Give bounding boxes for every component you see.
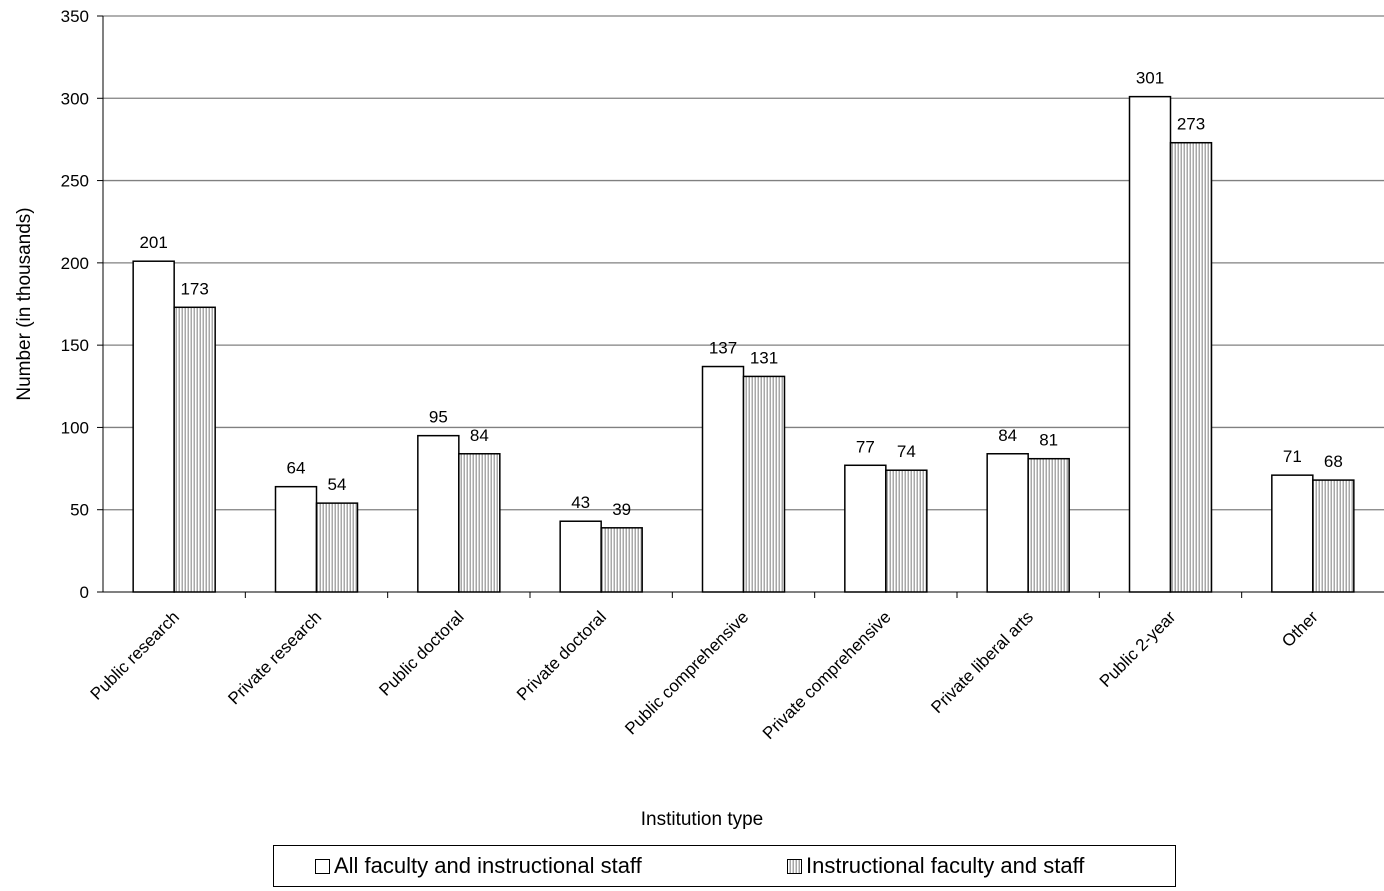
y-tick-label: 50: [70, 501, 89, 520]
x-tick-label: Private research: [224, 607, 325, 708]
data-label: 95: [429, 408, 448, 427]
data-label: 81: [1039, 431, 1058, 450]
data-label: 131: [750, 348, 778, 367]
legend-item-all-faculty: All faculty and instructional staff: [315, 846, 642, 886]
bar-instructional-faculty: [173, 306, 216, 593]
data-label: 71: [1283, 447, 1302, 466]
bar-all-faculty: [417, 434, 460, 593]
bar-all-faculty: [1271, 474, 1314, 593]
data-label: 77: [856, 437, 875, 456]
x-tick-label: Private liberal arts: [927, 607, 1037, 717]
x-axis-title: Institution type: [641, 809, 764, 830]
y-tick-label: 350: [61, 7, 89, 26]
data-label: 43: [571, 493, 590, 512]
bar-all-faculty: [274, 485, 318, 593]
data-label: 74: [897, 442, 916, 461]
gridlines: [103, 15, 1384, 511]
y-tick-label: 0: [80, 583, 89, 602]
data-labels: 201 173 64 54 95 84 43 39 137 131 77 74 84 81 301 273 71…: [139, 69, 1342, 519]
legend-label: Instructional faculty and staff: [806, 853, 1085, 878]
data-label: 137: [709, 339, 737, 358]
y-tick-label: 100: [61, 418, 89, 437]
chart-legend: All faculty and instructional staff Inst…: [273, 845, 1176, 887]
x-axis-ticks: Public research Private research Public do…: [87, 592, 1322, 743]
bar-instructional-faculty: [1312, 479, 1355, 593]
x-tick-label: Private comprehensive: [759, 607, 895, 743]
data-label: 39: [612, 500, 631, 519]
y-tick-label: 150: [61, 336, 89, 355]
data-label: 201: [139, 233, 167, 252]
data-label: 54: [328, 475, 347, 494]
y-tick-label: 250: [61, 172, 89, 191]
legend-label: All faculty and instructional staff: [334, 853, 642, 878]
x-tick-label: Public doctoral: [375, 607, 467, 699]
bar-all-faculty: [844, 464, 887, 593]
data-label: 64: [287, 459, 306, 478]
x-tick-label: Public comprehensive: [621, 607, 752, 738]
bar-instructional-faculty: [1169, 141, 1213, 593]
y-tick-label: 200: [61, 254, 89, 273]
legend-item-instructional-faculty: Instructional faculty and staff: [787, 846, 1084, 886]
legend-swatch-striped: [787, 859, 802, 874]
bar-all-faculty: [986, 453, 1029, 593]
bar-instructional-faculty: [315, 502, 359, 593]
bar-instructional-faculty: [600, 527, 643, 593]
bar-instructional-faculty: [1027, 457, 1070, 593]
data-label: 84: [998, 426, 1017, 445]
bar-instructional-faculty: [742, 375, 786, 593]
bar-instructional-faculty: [885, 469, 928, 593]
bar-all-faculty: [559, 520, 602, 593]
data-label: 68: [1324, 452, 1343, 471]
y-tick-label: 300: [61, 89, 89, 108]
data-label: 84: [470, 426, 489, 445]
data-label: 173: [180, 279, 208, 298]
bars: [132, 95, 1355, 593]
legend-swatch-white: [315, 859, 330, 874]
x-tick-label: Private doctoral: [513, 607, 610, 704]
y-axis-ticks: 0 50 100 150 200 250 300 350: [61, 7, 103, 602]
y-axis-title: Number (in thousands): [14, 207, 35, 400]
bar-all-faculty: [132, 260, 175, 593]
bar-instructional-faculty: [458, 453, 501, 593]
x-tick-label: Public research: [87, 607, 183, 703]
data-label: 273: [1177, 115, 1205, 134]
data-label: 301: [1136, 69, 1164, 88]
bar-all-faculty: [1128, 95, 1172, 593]
x-tick-label: Public 2-year: [1096, 607, 1180, 691]
x-tick-label: Other: [1278, 607, 1322, 651]
bar-all-faculty: [701, 365, 745, 593]
